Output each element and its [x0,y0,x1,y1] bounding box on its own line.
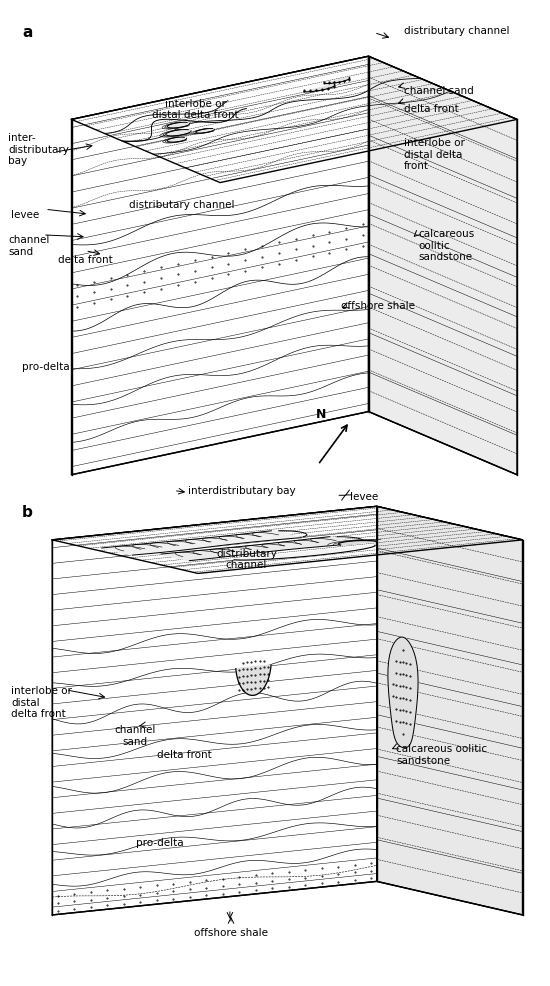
Polygon shape [234,545,375,560]
Text: channel
sand: channel sand [8,235,50,256]
Polygon shape [52,507,377,915]
Text: a: a [22,25,32,39]
Polygon shape [304,85,335,93]
Text: inter-
distributary
bay: inter- distributary bay [8,133,69,167]
Polygon shape [377,507,522,915]
Polygon shape [161,537,358,561]
Text: channel sand: channel sand [404,86,474,96]
Text: interdistributary bay: interdistributary bay [188,485,296,495]
Polygon shape [338,541,376,545]
Polygon shape [196,129,214,134]
Polygon shape [167,123,190,129]
Text: pro-delta: pro-delta [22,362,70,372]
Text: levee: levee [11,210,39,220]
Text: distributary channel: distributary channel [129,200,235,210]
Text: delta front: delta front [58,254,113,264]
Text: levee: levee [350,491,378,501]
Polygon shape [52,507,522,574]
Text: distributary
channel: distributary channel [216,548,277,570]
Polygon shape [368,57,517,475]
Text: distributary channel: distributary channel [404,26,510,35]
Polygon shape [167,138,186,143]
Text: interlobe or
distal delta front: interlobe or distal delta front [152,99,239,120]
Text: delta front: delta front [404,104,459,113]
Text: b: b [22,505,33,520]
Text: calcareous oolitic
sandstone: calcareous oolitic sandstone [396,743,487,765]
Text: calcareous
oolitic
sandstone: calcareous oolitic sandstone [418,229,474,262]
Text: offshore shale: offshore shale [341,301,415,311]
Polygon shape [166,130,191,137]
Text: interlobe or
distal
delta front: interlobe or distal delta front [11,685,72,719]
Polygon shape [388,637,418,748]
Polygon shape [72,57,368,475]
Polygon shape [72,57,517,183]
Text: N: N [316,408,326,421]
Polygon shape [102,531,301,555]
Polygon shape [324,78,350,85]
Text: channel
sand: channel sand [114,725,156,746]
Polygon shape [236,666,271,696]
Text: offshore shale: offshore shale [194,927,268,937]
Text: delta front: delta front [157,749,212,759]
Text: interlobe or
distal delta
front: interlobe or distal delta front [404,138,465,172]
Text: pro-delta: pro-delta [136,837,183,847]
